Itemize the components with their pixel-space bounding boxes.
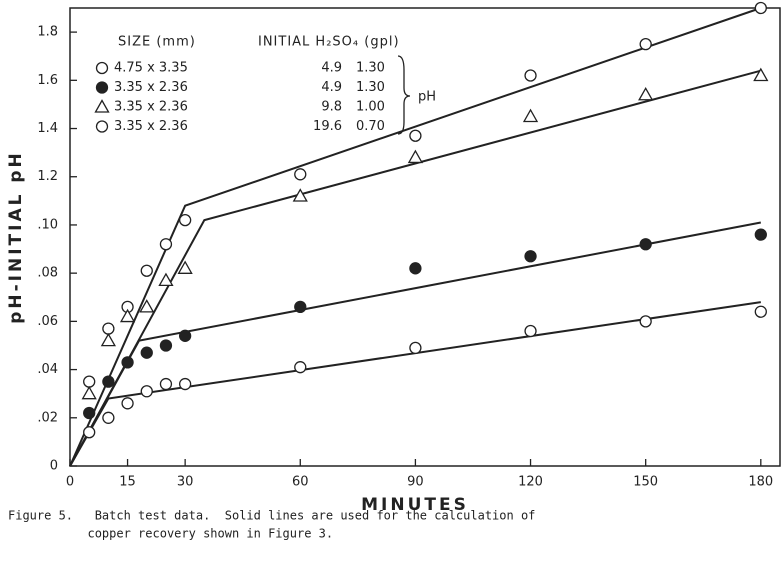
- x-tick-label: 90: [407, 475, 424, 490]
- x-tick-label: 0: [66, 475, 74, 490]
- y-tick-label: .04: [37, 362, 58, 377]
- legend-bracket: [397, 55, 411, 135]
- y-axis-label: pH-INITIAL pH: [6, 150, 26, 324]
- marker: [95, 120, 109, 133]
- marker: [140, 264, 153, 277]
- marker: [753, 67, 769, 82]
- legend-label: 3.35 x 2.36: [114, 80, 188, 95]
- legend-label: 3.35 x 2.36: [114, 100, 188, 115]
- legend-ph: 0.70: [356, 119, 385, 134]
- legend-ph: 1.30: [356, 61, 385, 76]
- marker: [95, 61, 109, 75]
- legend-h2so4: 19.6: [313, 119, 342, 134]
- marker: [524, 250, 537, 263]
- marker: [102, 411, 115, 424]
- legend-ph: 1.00: [356, 100, 385, 115]
- marker: [100, 332, 116, 347]
- marker: [121, 356, 134, 369]
- marker: [754, 1, 767, 15]
- marker: [158, 272, 174, 287]
- marker: [140, 385, 153, 398]
- caption-line: copper recovery shown in Figure 3.: [8, 527, 333, 541]
- marker: [81, 385, 97, 400]
- marker: [119, 308, 136, 323]
- fit-line: [69, 301, 761, 467]
- marker: [294, 300, 307, 314]
- legend-header: INITIAL H₂SO₄ (gpl): [258, 35, 400, 50]
- marker: [178, 213, 192, 227]
- legend-header: SIZE (mm): [118, 35, 196, 50]
- legend-h2so4: 4.9: [321, 61, 342, 76]
- y-tick-label: 1.8: [37, 25, 58, 40]
- y-tick-label: 1.4: [37, 121, 58, 136]
- marker: [407, 149, 424, 164]
- marker: [524, 69, 537, 82]
- x-tick-label: 150: [633, 475, 658, 490]
- marker: [754, 228, 767, 241]
- marker: [639, 38, 652, 51]
- marker: [140, 346, 153, 359]
- y-tick-label: .02: [37, 410, 58, 425]
- marker: [83, 375, 96, 388]
- x-tick-label: 120: [518, 475, 543, 490]
- x-tick-label: 30: [177, 475, 194, 490]
- legend-h2so4: 9.8: [321, 100, 342, 115]
- y-tick-label: .06: [37, 314, 58, 329]
- marker: [102, 375, 115, 388]
- marker: [409, 262, 422, 275]
- marker: [159, 238, 173, 251]
- marker: [639, 315, 652, 328]
- marker: [139, 299, 155, 313]
- marker: [524, 324, 537, 338]
- legend-ph: 1.30: [356, 80, 385, 95]
- y-tick-label: .08: [37, 266, 58, 281]
- marker: [409, 129, 422, 142]
- marker: [522, 108, 539, 123]
- x-axis-label: MINUTES: [361, 495, 469, 515]
- marker: [102, 322, 115, 335]
- y-tick-label: 1.6: [37, 73, 58, 88]
- fit-line: [69, 7, 762, 467]
- x-tick-label: 60: [292, 475, 309, 490]
- y-tick-label: 1.2: [37, 169, 58, 184]
- marker: [754, 305, 767, 318]
- x-tick-label: 15: [119, 475, 136, 490]
- caption-line: Figure 5. Batch test data. Solid lines a…: [8, 509, 535, 523]
- marker: [178, 377, 192, 391]
- marker: [177, 260, 193, 274]
- x-tick-label: 180: [748, 475, 773, 490]
- marker: [95, 81, 109, 94]
- marker: [94, 99, 110, 113]
- legend-label: 3.35 x 2.36: [114, 119, 188, 134]
- marker: [83, 426, 96, 439]
- marker: [638, 86, 654, 101]
- marker: [121, 397, 134, 410]
- legend-group-label: pH: [418, 90, 436, 105]
- marker: [409, 341, 422, 355]
- marker: [83, 406, 96, 420]
- plot-frame: [69, 7, 781, 467]
- marker: [294, 168, 307, 181]
- legend-h2so4: 4.9: [321, 80, 342, 95]
- marker: [639, 238, 652, 251]
- legend-label: 4.75 x 3.35: [114, 61, 188, 76]
- y-tick-label: .10: [37, 217, 58, 232]
- marker: [159, 339, 173, 352]
- marker: [178, 329, 192, 342]
- marker: [292, 188, 308, 202]
- marker: [294, 361, 307, 374]
- y-tick-label: 0: [50, 459, 58, 474]
- marker: [159, 377, 173, 391]
